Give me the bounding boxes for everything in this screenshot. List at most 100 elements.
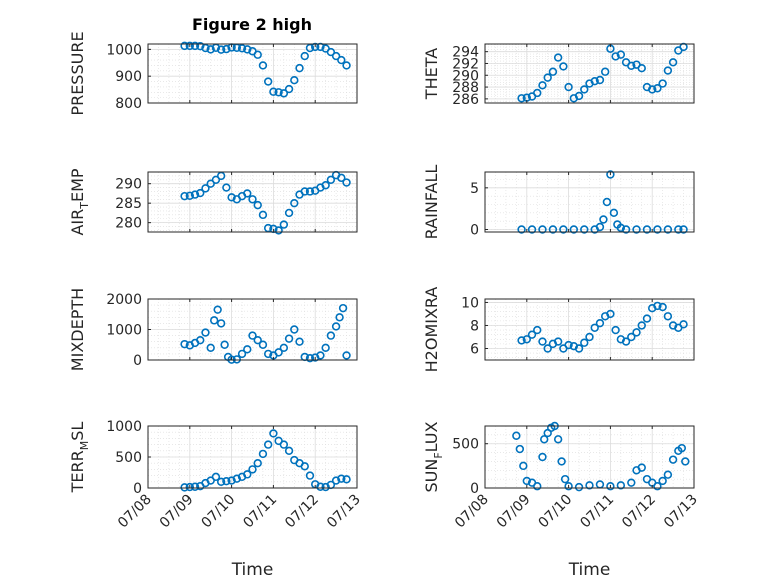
y-axis-label: TERRMSL [68,422,91,494]
axes-box [484,171,695,233]
data-point [527,330,537,339]
data-point [653,84,662,93]
y-tick-label: 500 [115,450,142,466]
data-point [668,58,678,67]
data-point [533,88,542,98]
data-point [211,472,221,482]
data-point [668,455,678,464]
data-point [553,337,563,346]
subplot-rainfall: 0 5 RAINFALL [422,165,695,240]
subplot-terr: 0 500 1000 07/08 07/09 07/10 07/11 07/12 07/13 Ti… [68,419,364,580]
data-point [600,67,610,76]
plot-area [148,44,357,103]
y-tick-label: 0 [133,353,142,369]
data-point [658,476,667,486]
y-tick-label: 292 [452,56,479,72]
y-axis-label: SUNFLUX [422,421,445,492]
axes-box [484,43,695,104]
y-tick-label: 2000 [106,292,142,308]
data-point [290,198,299,208]
data-point [316,482,325,491]
x-tick-label: 07/11 [577,492,617,532]
x-tick-label: 07/11 [240,492,280,532]
data-point [590,76,599,86]
x-tick-label: 07/13 [324,492,364,532]
data-point [196,188,205,198]
data-point [580,225,589,234]
data-point [300,187,309,196]
data-point [679,320,688,329]
y-tick-label: 5 [470,181,479,197]
data-point [284,334,294,343]
data-point [553,53,563,62]
data-point [595,222,605,232]
data-point [658,302,667,312]
data-point [679,225,688,234]
data-point [321,343,330,352]
y-tick-label: 290 [452,68,479,84]
data-point [627,332,636,342]
data-point [216,45,226,54]
data-point [248,465,257,474]
data-point [216,319,226,328]
y-axis-label: RAINFALL [422,165,441,240]
y-tick-label: 800 [115,96,142,112]
y-tick-label: 900 [115,69,142,85]
figure-title: Figure 2 high [192,15,312,34]
data-point [232,474,242,483]
axes-box [147,43,358,104]
data-point [338,303,348,313]
data-point [248,331,257,340]
y-tick-label: 0 [470,223,479,239]
data-point [663,66,673,75]
data-point [216,477,226,486]
y-tick-label: 0 [133,481,142,497]
data-point [564,82,573,92]
data-point [305,187,315,196]
data-point [248,195,257,204]
data-point [232,355,242,364]
data-point [185,191,195,200]
data-point [543,344,552,353]
data-point [663,312,673,321]
x-tick-label: 07/09 [494,492,534,532]
data-point [201,328,210,337]
data-point [206,343,215,352]
x-tick-label: 07/08 [452,492,492,532]
data-point [627,61,636,71]
data-point [326,47,336,57]
data-point [538,452,547,462]
data-point [321,181,330,190]
data-point [559,225,568,234]
x-tick-label: 07/08 [115,492,155,532]
data-point [300,51,309,61]
data-point [559,62,568,71]
data-point [185,41,195,51]
data-point [335,313,344,322]
data-point [211,175,221,184]
data-point [580,338,589,347]
data-point [653,225,662,234]
data-point [180,339,189,349]
data-point [595,318,605,328]
data-point [533,482,542,491]
data-point [305,43,315,53]
data-point [595,75,605,85]
data-point [305,353,315,363]
y-axis-label: PRESSURE [68,31,87,115]
data-point [180,191,189,201]
data-point [522,476,531,486]
y-tick-label: 294 [452,45,479,61]
data-point [342,61,351,70]
data-point [647,85,657,94]
data-point [574,91,584,101]
x-tick-label: 07/10 [536,492,576,532]
data-point [222,476,231,486]
y-tick-label: 1000 [106,419,142,435]
data-point [569,225,579,234]
data-point [263,440,273,449]
data-point [522,335,531,344]
data-point [517,94,526,103]
data-point [585,481,594,490]
subplot-mixdepth: 0 1000 2000 MIXDEPTH [68,288,358,371]
